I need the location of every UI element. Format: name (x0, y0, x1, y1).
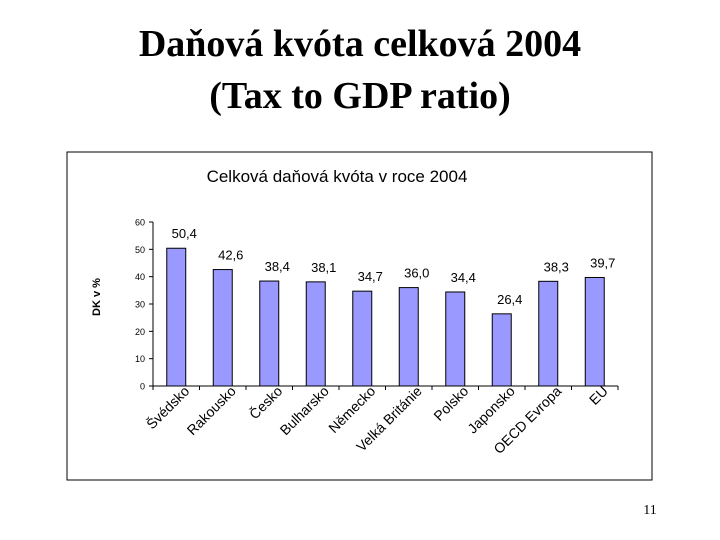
data-label: 36,0 (404, 266, 429, 281)
data-label: 39,7 (590, 255, 615, 270)
bar (212, 269, 233, 387)
y-tick-label: 60 (135, 218, 145, 228)
slide-title-line-2: (Tax to GDP ratio) (209, 75, 511, 117)
bar (538, 280, 559, 387)
y-tick-label: 10 (135, 354, 145, 364)
y-tick-label: 50 (135, 245, 145, 255)
bar (445, 291, 466, 387)
y-tick-label: 30 (135, 300, 145, 310)
data-label: 38,4 (265, 259, 290, 274)
bar (166, 247, 187, 387)
y-tick-label: 0 (140, 382, 145, 392)
data-label: 38,3 (544, 259, 569, 274)
data-label: 34,7 (358, 269, 383, 284)
data-label: 42,6 (218, 248, 243, 263)
bar (398, 287, 419, 387)
y-tick-label: 40 (135, 272, 145, 282)
y-axis-label: DK v % (91, 278, 103, 316)
bar (259, 280, 280, 387)
chart-title: Celková daňová kvóta v roce 2004 (207, 167, 468, 186)
slide-title-line-1: Daňová kvóta celková 2004 (138, 23, 582, 65)
bar (584, 276, 605, 387)
data-label: 34,4 (451, 270, 476, 285)
data-label: 38,1 (311, 260, 336, 275)
slide-title: Daňová kvóta celková 2004 (Tax to GDP ra… (40, 18, 680, 122)
page-number: 11 (643, 503, 657, 518)
bar (352, 290, 373, 387)
bar (491, 313, 512, 387)
y-tick-label: 20 (135, 327, 145, 337)
bar (305, 281, 326, 387)
data-label: 26,4 (497, 292, 522, 307)
data-label: 50,4 (172, 226, 197, 241)
